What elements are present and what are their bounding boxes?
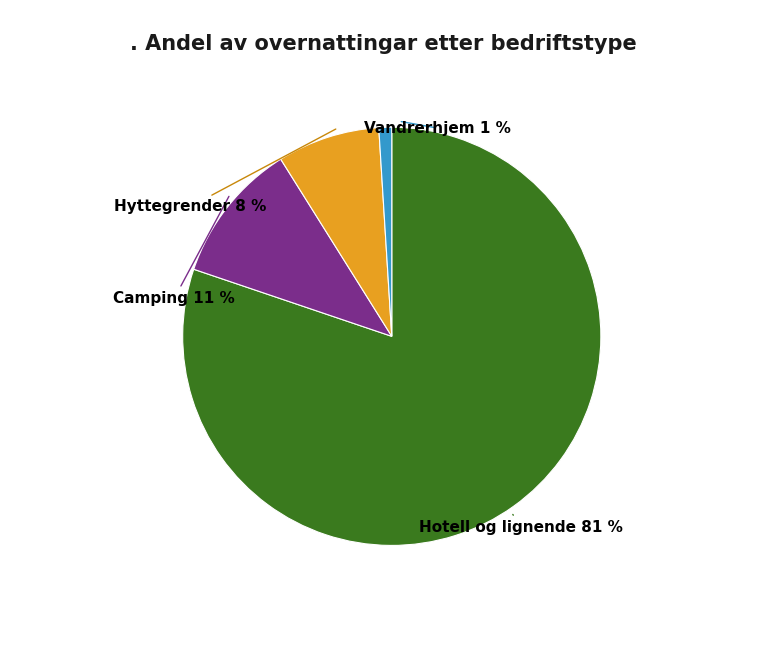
Wedge shape	[182, 127, 601, 545]
Text: . Andel av overnattingar etter bedriftstype: . Andel av overnattingar etter bedriftst…	[131, 34, 637, 54]
Wedge shape	[194, 159, 391, 336]
Text: Hotell og lignende 81 %: Hotell og lignende 81 %	[420, 515, 623, 536]
Wedge shape	[280, 128, 391, 336]
Wedge shape	[378, 127, 391, 336]
Text: Hyttegrender 8 %: Hyttegrender 8 %	[114, 129, 336, 215]
Text: Camping 11 %: Camping 11 %	[113, 196, 235, 306]
Text: Vandrerhjem 1 %: Vandrerhjem 1 %	[364, 120, 511, 136]
